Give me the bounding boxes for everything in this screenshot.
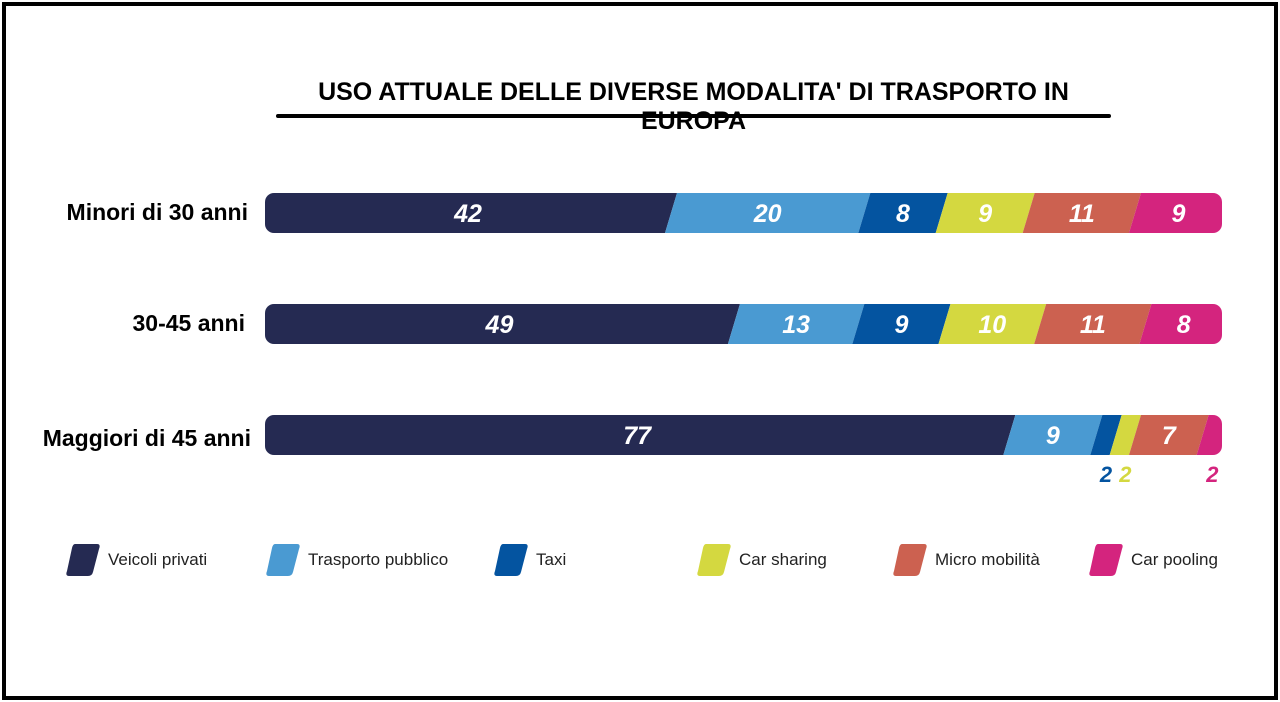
bar-segment-2-0 bbox=[265, 415, 1016, 455]
bar-segment-1-1 bbox=[727, 304, 865, 344]
legend-label: Trasporto pubblico bbox=[308, 550, 449, 569]
data-label-2-3: 2 bbox=[1118, 462, 1132, 487]
chart-title: USO ATTUALE DELLE DIVERSE MODALITA' DI T… bbox=[318, 78, 1069, 135]
data-label-0-0: 42 bbox=[453, 200, 482, 228]
bar-segment-2-1 bbox=[1003, 415, 1103, 455]
data-label-0-3: 9 bbox=[978, 200, 992, 228]
legend-item: Trasporto pubblico bbox=[266, 543, 448, 577]
data-label-1-1: 13 bbox=[782, 311, 810, 339]
legend-item: Micro mobilità bbox=[893, 543, 1040, 577]
legend-swatch-icon bbox=[1089, 544, 1123, 576]
data-label-1-2: 9 bbox=[894, 311, 908, 339]
title-underline bbox=[276, 114, 1111, 118]
data-label-1-4: 11 bbox=[1080, 311, 1106, 339]
bar-segment-1-5 bbox=[1139, 304, 1222, 344]
legend-label: Veicoli privati bbox=[108, 550, 208, 569]
legend-label: Taxi bbox=[536, 550, 567, 569]
legend-item: Taxi bbox=[494, 543, 566, 577]
legend-swatch-icon bbox=[66, 544, 100, 576]
legend-item: Car sharing bbox=[697, 543, 827, 577]
data-label-0-2: 8 bbox=[896, 200, 910, 228]
bar-segment-1-2 bbox=[852, 304, 951, 344]
bar-segment-0-1 bbox=[665, 193, 871, 233]
bar-segment-2-2 bbox=[1090, 415, 1122, 455]
bar-segment-1-3 bbox=[938, 304, 1047, 344]
bar-segment-0-3 bbox=[935, 193, 1035, 233]
data-label-2-2: 2 bbox=[1099, 462, 1113, 487]
row-label-2: Maggiori di 45 anni bbox=[42, 425, 251, 451]
bar-segment-2-4 bbox=[1129, 415, 1209, 455]
data-label-2-5: 2 bbox=[1205, 462, 1219, 487]
data-label-2-1: 9 bbox=[1046, 422, 1060, 450]
legend-swatch-icon bbox=[893, 544, 927, 576]
bar-segment-0-0 bbox=[265, 193, 677, 233]
legend-item: Veicoli privati bbox=[66, 543, 207, 577]
bar-segment-2-5 bbox=[1196, 415, 1222, 455]
data-label-2-4: 7 bbox=[1162, 422, 1177, 450]
legend-swatch-icon bbox=[266, 544, 300, 576]
row-label-1: 30-45 anni bbox=[132, 310, 246, 336]
bar-segment-1-0 bbox=[265, 304, 740, 344]
data-label-0-4: 11 bbox=[1069, 200, 1095, 228]
bar-segment-2-3 bbox=[1109, 415, 1141, 455]
data-label-2-0: 77 bbox=[623, 422, 652, 450]
legend-item: Car pooling bbox=[1089, 543, 1218, 577]
bar-segment-0-2 bbox=[858, 193, 948, 233]
data-label-1-5: 8 bbox=[1177, 311, 1191, 339]
row-label-0: Minori di 30 anni bbox=[66, 199, 248, 225]
legend-label: Micro mobilità bbox=[935, 550, 1040, 569]
data-label-0-5: 9 bbox=[1172, 200, 1186, 228]
legend-swatch-icon bbox=[697, 544, 731, 576]
legend-swatch-icon bbox=[494, 544, 528, 576]
data-label-1-0: 49 bbox=[485, 311, 514, 339]
bar-segment-0-4 bbox=[1022, 193, 1141, 233]
legend-label: Car sharing bbox=[739, 550, 827, 569]
data-label-0-1: 20 bbox=[753, 200, 782, 228]
legend-label: Car pooling bbox=[1131, 550, 1218, 569]
bar-segment-1-4 bbox=[1034, 304, 1152, 344]
data-label-1-3: 10 bbox=[978, 311, 1006, 339]
bar-segment-0-5 bbox=[1129, 193, 1222, 233]
